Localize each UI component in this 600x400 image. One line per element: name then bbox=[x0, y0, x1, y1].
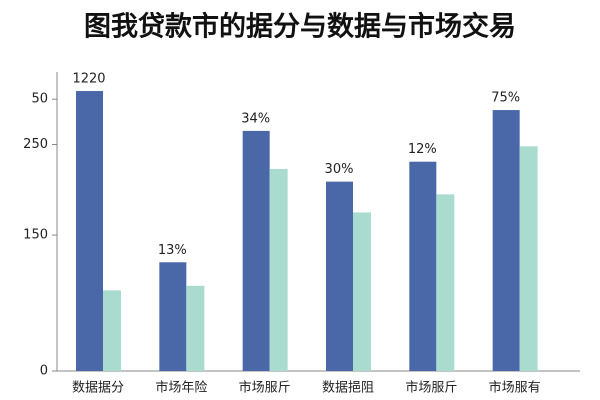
annotation: 13% bbox=[158, 243, 187, 258]
bar bbox=[436, 194, 455, 371]
annotation: 75% bbox=[491, 91, 520, 106]
bar bbox=[409, 161, 437, 371]
y-tick-label: 150 bbox=[23, 228, 48, 243]
y-tick-label: 0 bbox=[40, 364, 48, 379]
annotation: 30% bbox=[325, 162, 354, 177]
bar bbox=[103, 290, 121, 371]
x-tick-label: 市场服有 bbox=[489, 380, 541, 396]
bar bbox=[326, 181, 353, 371]
annotation: 12% bbox=[408, 142, 437, 157]
x-tick-label: 市场年险 bbox=[155, 380, 207, 396]
bar bbox=[242, 130, 270, 371]
bar bbox=[269, 168, 288, 371]
bar bbox=[76, 91, 103, 371]
x-tick-label: 市场服斤 bbox=[405, 380, 457, 396]
x-tick-label: 数据挹阻 bbox=[322, 381, 374, 396]
bar bbox=[159, 262, 187, 371]
annotation: 34% bbox=[241, 111, 270, 126]
bar bbox=[353, 212, 371, 371]
bar bbox=[519, 146, 538, 371]
x-tick-label: 市场服斤 bbox=[239, 380, 291, 396]
chart-title: 图我贷款市的据分与数据与市场交易 bbox=[84, 11, 516, 43]
bar bbox=[492, 110, 520, 372]
annotation: 1220 bbox=[72, 72, 105, 87]
x-tick-label: 数据据分 bbox=[72, 381, 124, 396]
bar bbox=[186, 285, 205, 371]
y-tick-label: 250 bbox=[23, 137, 48, 152]
y-tick-label: 50 bbox=[31, 92, 48, 107]
